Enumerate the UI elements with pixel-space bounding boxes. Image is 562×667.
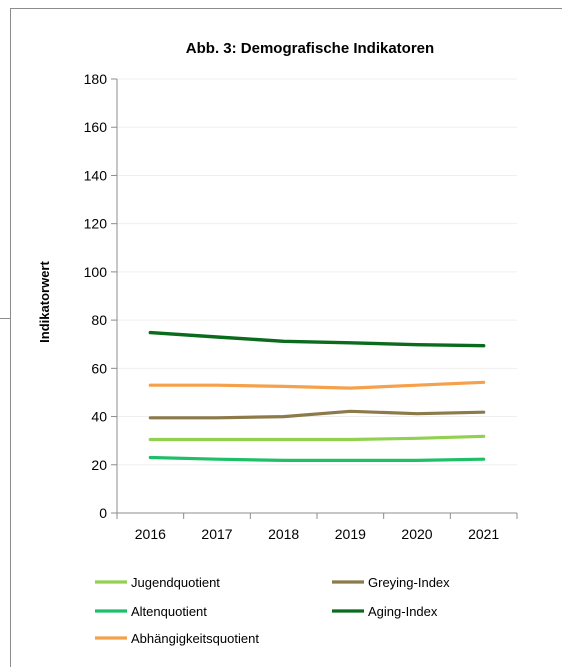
frame-side-tick (0, 318, 10, 319)
frame-top-border (10, 8, 562, 9)
x-tick-labels: 2016 2017 2018 2019 2020 2021 (135, 526, 500, 542)
y-tick-label: 140 (84, 167, 108, 183)
x-tick-label: 2018 (268, 526, 299, 542)
series-line (148, 409, 486, 420)
series-line (148, 434, 486, 442)
legend-label: Greying-Index (368, 575, 450, 590)
y-tick-label: 160 (84, 119, 108, 135)
y-tick-label: 20 (91, 457, 107, 473)
frame-left-border (10, 8, 11, 667)
y-tick-label: 100 (84, 264, 108, 280)
axes (111, 78, 518, 519)
y-tick-label: 60 (91, 360, 107, 376)
y-tick-label: 80 (91, 312, 107, 328)
x-tick-label: 2019 (335, 526, 366, 542)
legend-label: Abhängigkeitsquotient (131, 631, 259, 646)
legend: Jugendquotient Greying-Index Altenquotient… (95, 575, 450, 646)
x-tick-label: 2017 (201, 526, 232, 542)
y-tick-label: 120 (84, 216, 108, 232)
gridlines (117, 78, 517, 466)
series-line (148, 330, 486, 348)
series-line (148, 455, 486, 462)
legend-label: Altenquotient (131, 604, 207, 619)
x-tick-label: 2020 (401, 526, 432, 542)
y-tick-labels: 0 20 40 60 80 100 120 140 160 180 (84, 71, 108, 521)
series-lines (148, 330, 486, 462)
y-tick-label: 0 (99, 505, 107, 521)
x-tick-label: 2021 (468, 526, 499, 542)
legend-label: Aging-Index (368, 604, 438, 619)
x-tick-label: 2016 (135, 526, 166, 542)
y-tick-label: 180 (84, 71, 108, 87)
chart-title: Abb. 3: Demografische Indikatoren (186, 40, 434, 57)
legend-label: Jugendquotient (131, 575, 220, 590)
series-line (148, 380, 486, 390)
y-axis-label: Indikatorwert (37, 261, 52, 343)
y-tick-label: 40 (91, 409, 107, 425)
